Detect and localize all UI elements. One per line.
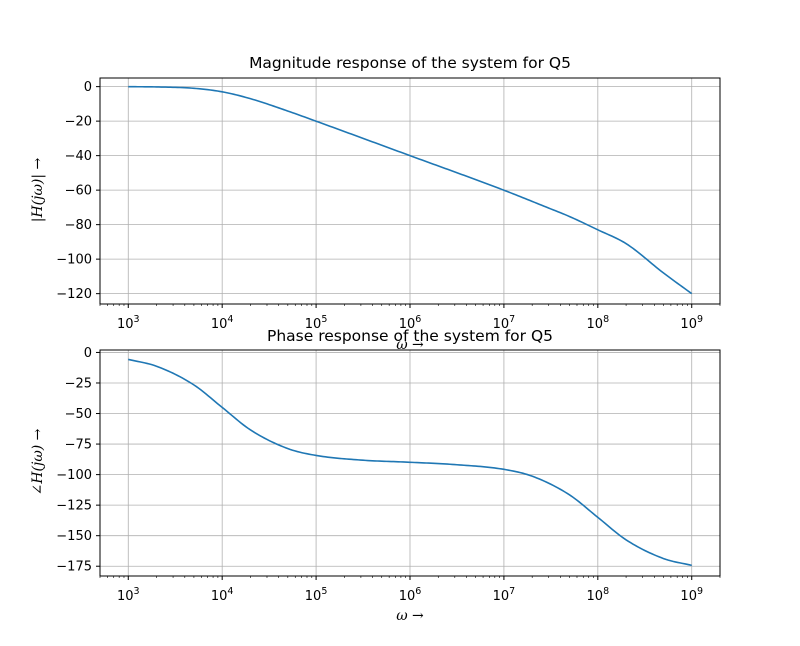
magnitude-x-tick-label: 107 [493, 314, 516, 332]
phase-x-tick-label: 104 [211, 586, 234, 604]
phase-y-axis-label: ∠H(jω) → [30, 428, 46, 495]
magnitude-subplot: 103 104 105 106 107 108 109 0 −20 −40 −60 −80 −100 −1… [30, 54, 721, 353]
phase-y-tick-label: −50 [65, 407, 92, 422]
phase-y-tick-label: 0 [84, 346, 92, 361]
phase-y-tick-label: −150 [56, 529, 92, 544]
magnitude-y-axis-label: |H(jω)| → [30, 157, 46, 222]
magnitude-plot-area [128, 85, 693, 295]
phase-y-tick-label: −75 [65, 438, 92, 453]
magnitude-y-tick-label: 0 [84, 80, 92, 95]
magnitude-chart-title: Magnitude response of the system for Q5 [249, 54, 571, 72]
phase-y-tick-label: −175 [56, 560, 92, 575]
magnitude-x-tick-label: 103 [117, 314, 140, 332]
phase-x-axis-label: ω → [396, 608, 424, 624]
magnitude-x-tick-label: 109 [680, 314, 703, 332]
phase-ticks: 103 104 105 106 107 108 109 0 −25 −50 −75 −100 −125 −… [56, 346, 721, 604]
phase-y-tick-label: −125 [56, 499, 92, 514]
phase-x-tick-label: 108 [587, 586, 610, 604]
magnitude-x-tick-label: 104 [211, 314, 234, 332]
magnitude-y-tick-label: −100 [56, 253, 92, 268]
magnitude-y-tick-label: −120 [56, 287, 92, 302]
phase-y-tick-label: −100 [56, 468, 92, 483]
phase-series-line [128, 358, 692, 567]
phase-x-tick-label: 109 [680, 586, 703, 604]
magnitude-x-tick-label: 106 [399, 314, 422, 332]
magnitude-y-tick-label: −60 [65, 184, 92, 199]
phase-grid [100, 350, 720, 576]
magnitude-series-line [128, 85, 693, 295]
magnitude-y-tick-label: −80 [65, 218, 92, 233]
phase-chart-title: Phase response of the system for Q5 [267, 327, 553, 345]
phase-x-tick-label: 105 [305, 586, 328, 604]
magnitude-x-axis-label: ω → [396, 337, 424, 353]
phase-y-tick-label: −25 [65, 376, 92, 391]
magnitude-y-tick-label: −40 [65, 149, 92, 164]
phase-x-tick-label: 106 [399, 586, 422, 604]
magnitude-x-tick-label: 105 [305, 314, 328, 332]
magnitude-y-tick-label: −20 [65, 115, 92, 130]
phase-x-tick-label: 107 [493, 586, 516, 604]
magnitude-ticks: 103 104 105 106 107 108 109 0 −20 −40 −60 −80 −100 −1… [56, 80, 721, 332]
phase-x-tick-label: 103 [117, 586, 140, 604]
phase-subplot: 103 104 105 106 107 108 109 0 −25 −50 −75 −100 −125 −… [30, 327, 721, 624]
magnitude-x-tick-label: 108 [587, 314, 610, 332]
phase-plot-area [128, 358, 692, 567]
